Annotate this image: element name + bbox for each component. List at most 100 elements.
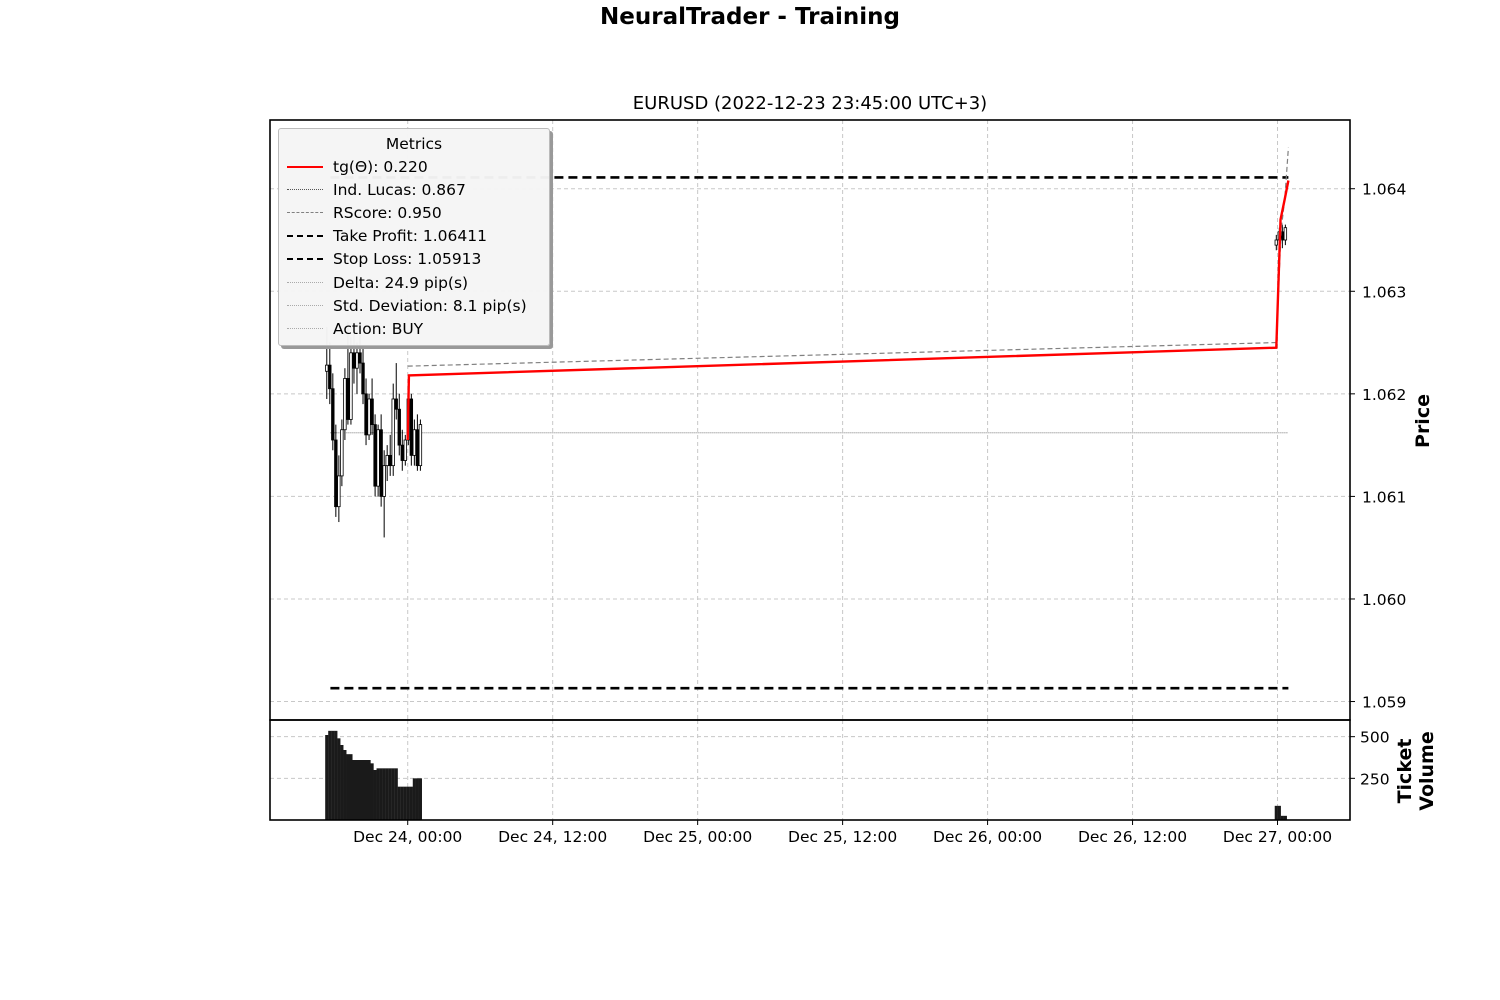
- tg-line: [406, 180, 1290, 441]
- volume-axis-label-line2: Volume: [1416, 731, 1438, 810]
- candle: [1274, 239, 1278, 246]
- candle: [340, 429, 344, 477]
- legend-swatch-take-profit: [287, 235, 323, 238]
- volume-grid: [270, 720, 1350, 820]
- volume-bar: [337, 738, 341, 820]
- candle: [337, 475, 341, 508]
- legend-label-rscore: RScore: 0.950: [333, 203, 442, 222]
- volume-bar: [1277, 805, 1281, 820]
- x-tick-label: Dec 25, 00:00: [643, 828, 752, 846]
- candle: [349, 352, 353, 420]
- rscore-line: [407, 147, 1289, 367]
- candle: [403, 439, 407, 461]
- price-grid: [270, 120, 1350, 720]
- figure-title: NeuralTrader - Training: [600, 4, 900, 30]
- candle: [334, 439, 338, 508]
- candle: [325, 364, 329, 372]
- volume-bar: [325, 735, 329, 820]
- candle: [346, 378, 350, 420]
- candle: [331, 388, 335, 441]
- volume-bar: [1280, 815, 1284, 820]
- volume-bar: [355, 760, 359, 820]
- legend-label-ind-lucas: Ind. Lucas: 0.867: [333, 180, 466, 199]
- chart-title: EURUSD (2022-12-23 23:45:00 UTC+3): [632, 93, 988, 114]
- volume-bar: [358, 760, 362, 820]
- legend-label-action: Action: BUY: [333, 319, 424, 338]
- y-tick-label: 1.064: [1362, 181, 1406, 199]
- legend-swatch-ind-lucas: [287, 189, 323, 191]
- volume-bar: [388, 768, 392, 820]
- legend-label-delta: Delta: 24.9 pip(s): [333, 273, 469, 292]
- candle: [361, 362, 365, 395]
- volume-bar: [406, 786, 410, 820]
- y-tick-label: 1.063: [1362, 283, 1406, 301]
- series-lines: [406, 147, 1290, 441]
- candle: [382, 465, 386, 497]
- volume-bar: [352, 760, 356, 820]
- volume-bar: [328, 730, 332, 820]
- x-tick-label: Dec 24, 00:00: [353, 828, 462, 846]
- volume-bar: [409, 786, 413, 820]
- candle: [343, 378, 347, 431]
- volume-bar: [373, 770, 377, 820]
- metrics-legend: Metrics tg(Θ): 0.220 Ind. Lucas: 0.867 R…: [278, 128, 550, 346]
- candle: [409, 398, 414, 456]
- legend-label-tg: tg(Θ): 0.220: [333, 157, 428, 176]
- x-tick-label: Dec 25, 12:00: [788, 828, 897, 846]
- volume-bar: [340, 745, 344, 820]
- volume-bar: [382, 768, 386, 820]
- candle: [391, 398, 395, 467]
- volume-tick-label: 250: [1360, 770, 1390, 788]
- candle: [388, 454, 392, 467]
- legend-swatch-rscore: [287, 212, 323, 214]
- volume-bar: [415, 778, 419, 820]
- x-tick-label: Dec 24, 12:00: [498, 828, 607, 846]
- price-axis-label: Price: [1412, 394, 1434, 448]
- legend-entry-tg: tg(Θ): 0.220: [279, 155, 549, 178]
- volume-bar: [334, 730, 338, 820]
- legend-entry-delta: Delta: 24.9 pip(s): [279, 271, 549, 294]
- candle: [379, 429, 383, 497]
- volume-bar: [379, 768, 383, 820]
- y-tick-label: 1.061: [1362, 488, 1406, 506]
- candle: [376, 429, 380, 487]
- legend-swatch-tg: [287, 165, 323, 168]
- candle: [397, 408, 401, 446]
- volume-bar: [346, 754, 350, 820]
- candle: [418, 424, 423, 467]
- candle: [373, 424, 377, 487]
- volume-bar: [349, 754, 353, 820]
- y-tick-label: 1.062: [1362, 386, 1406, 404]
- volume-axis-label-line1: Ticket: [1394, 739, 1416, 804]
- volume-bar: [343, 750, 347, 820]
- volume-bars: [325, 730, 1287, 820]
- candle: [328, 364, 332, 390]
- volume-bar: [412, 778, 416, 820]
- legend-entry-action: Action: BUY: [279, 317, 549, 340]
- legend-entry-ind-lucas: Ind. Lucas: 0.867: [279, 178, 549, 201]
- volume-bar: [397, 786, 401, 820]
- candle: [364, 393, 368, 436]
- legend-entry-rscore: RScore: 0.950: [279, 201, 549, 224]
- x-tick-labels: Dec 24, 00:00 Dec 24, 12:00 Dec 25, 00:00 D…: [353, 820, 1332, 846]
- legend-title: Metrics: [385, 135, 443, 153]
- volume-bar: [1274, 805, 1278, 820]
- volume-bar: [418, 778, 422, 820]
- legend-label-std-deviation: Std. Deviation: 8.1 pip(s): [333, 296, 527, 315]
- legend-entry-stop-loss: Stop Loss: 1.05913: [279, 248, 549, 271]
- candle: [400, 444, 404, 461]
- volume-bar: [1283, 815, 1287, 820]
- volume-bar: [394, 768, 398, 820]
- x-tick-label: Dec 26, 00:00: [933, 828, 1042, 846]
- legend-entry-std-deviation: Std. Deviation: 8.1 pip(s): [279, 294, 549, 317]
- legend-label-take-profit: Take Profit: 1.06411: [333, 227, 487, 246]
- candle: [415, 429, 420, 467]
- volume-bar: [370, 763, 374, 820]
- candle: [385, 454, 389, 467]
- price-tick-labels: 1.059 1.060 1.061 1.062 1.063 1.064: [1350, 181, 1406, 712]
- volume-tick-labels: 250 500: [1350, 729, 1390, 788]
- candle: [355, 352, 359, 369]
- candle: [370, 398, 374, 426]
- volume-bar: [391, 768, 395, 820]
